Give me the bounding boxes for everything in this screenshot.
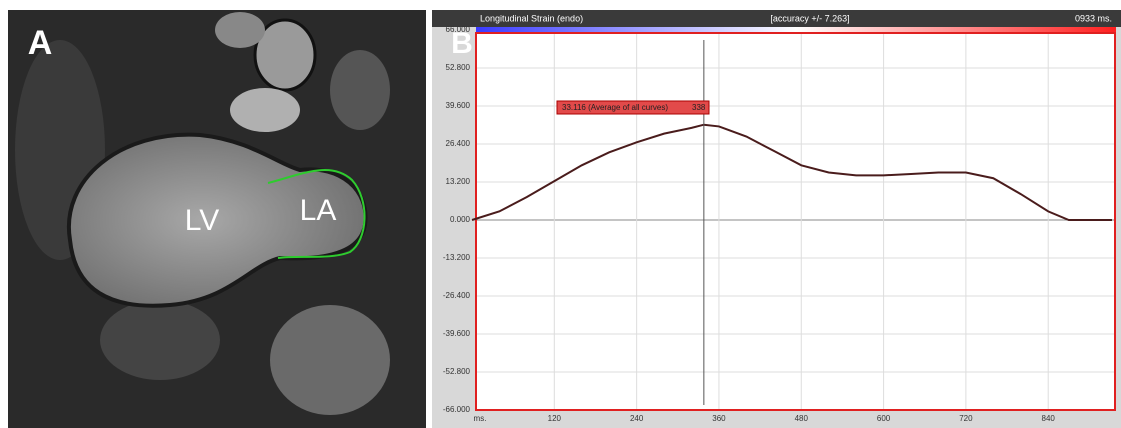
y-tick-label: -39.600 bbox=[443, 329, 471, 338]
y-tick-label: 26.400 bbox=[446, 139, 471, 148]
y-tick-label: -66.000 bbox=[443, 405, 471, 414]
cursor-label: 338 bbox=[692, 103, 706, 112]
x-tick-label: 120 bbox=[548, 414, 562, 423]
y-tick-label: -26.400 bbox=[443, 291, 471, 300]
y-tick-label: 13.200 bbox=[446, 177, 471, 186]
chart-title: Longitudinal Strain (endo) bbox=[480, 13, 583, 23]
x-tick-label: 600 bbox=[877, 414, 891, 423]
y-tick-label: 39.600 bbox=[446, 101, 471, 110]
tooltip-text: 33.116 (Average of all curves) bbox=[562, 103, 668, 112]
x-tick-label: 480 bbox=[795, 414, 809, 423]
duration: 0933 ms. bbox=[1075, 13, 1112, 23]
y-tick-label: 66.000 bbox=[446, 25, 471, 34]
x-tick-label: 240 bbox=[630, 414, 644, 423]
strain-panel: Longitudinal Strain (endo) [accuracy +/-… bbox=[432, 10, 1121, 428]
y-tick-label: -52.800 bbox=[443, 367, 471, 376]
x-tick-label: 720 bbox=[959, 414, 973, 423]
x-tick-label: ms. bbox=[474, 414, 487, 423]
y-tick-label: 52.800 bbox=[446, 63, 471, 72]
figure: A LV LA Longitudinal Strain (endo) [accu… bbox=[0, 0, 1121, 428]
mri-image: A LV LA bbox=[8, 10, 426, 428]
accuracy: [accuracy +/- 7.263] bbox=[770, 13, 849, 23]
y-tick-label: 0.000 bbox=[450, 215, 471, 224]
x-tick-label: 840 bbox=[1042, 414, 1056, 423]
region-label: LV bbox=[185, 204, 219, 237]
y-tick-label: -13.200 bbox=[443, 253, 471, 262]
panel-label: A bbox=[28, 24, 53, 62]
x-tick-label: 360 bbox=[712, 414, 726, 423]
region-label: LA bbox=[300, 194, 337, 227]
